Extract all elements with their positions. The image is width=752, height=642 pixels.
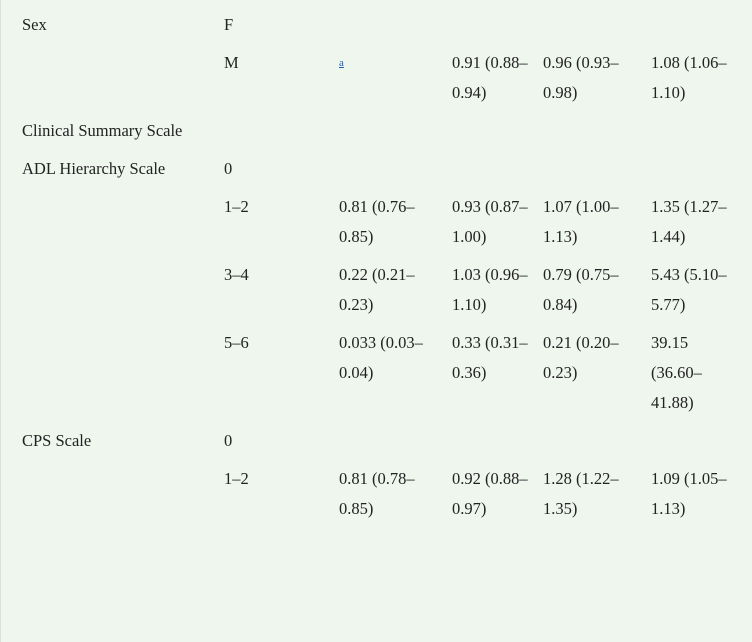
table-cell <box>445 150 536 188</box>
table-cell: 0.22 (0.21–0.23) <box>339 265 415 314</box>
table-cell: 0.81 (0.76–0.85) <box>339 197 415 246</box>
table-cell: 1.35 (1.27–1.44) <box>651 197 727 246</box>
table-row: CPS Scale 0 <box>15 422 747 460</box>
table-row: Clinical Summary Scale <box>15 112 747 150</box>
table-row: ADL Hierarchy Scale 0 <box>15 150 747 188</box>
table-cell: 0.96 (0.93–0.98) <box>543 53 619 102</box>
table-cell <box>644 150 747 188</box>
table-cell: 0 <box>224 431 233 450</box>
table-cell <box>644 422 747 460</box>
table-cell <box>644 112 747 150</box>
table-cell <box>15 188 217 256</box>
table-cell <box>536 150 644 188</box>
table-cell: Sex <box>22 15 47 34</box>
table-row: 1–2 0.81 (0.78–0.85) 0.92 (0.88–0.97) 1.28 … <box>15 460 747 528</box>
table-cell: 0.92 (0.88–0.97) <box>452 469 528 518</box>
table-cell <box>15 256 217 324</box>
table-cell <box>217 112 332 150</box>
table-cell <box>536 422 644 460</box>
table-cell: 0.21 (0.20–0.23) <box>543 333 619 382</box>
table-cell <box>15 460 217 528</box>
table-cell: 39.15 (36.60–41.88) <box>651 333 702 412</box>
table-cell: CPS Scale <box>22 431 92 450</box>
footnote-link[interactable]: a <box>339 57 344 69</box>
table-cell <box>332 6 445 44</box>
table-cell: 1.28 (1.22–1.35) <box>543 469 619 518</box>
table-cell: 0.91 (0.88–0.94) <box>452 53 528 102</box>
table-cell: 1.07 (1.00–1.13) <box>543 197 619 246</box>
table-cell: 1.08 (1.06–1.10) <box>651 53 727 102</box>
table-cell <box>644 6 747 44</box>
table-row: 1–2 0.81 (0.76–0.85) 0.93 (0.87–1.00) 1.07 … <box>15 188 747 256</box>
table-cell: 0.33 (0.31–0.36) <box>452 333 528 382</box>
table-row: 5–6 0.033 (0.03–0.04) 0.33 (0.31–0.36) 0.21… <box>15 324 747 422</box>
table-cell: F <box>224 15 234 34</box>
table-cell: ADL Hierarchy Scale <box>22 159 166 178</box>
table-cell <box>332 112 445 150</box>
table-cell: 5–6 <box>224 333 249 352</box>
table-cell <box>332 150 445 188</box>
table-cell <box>445 422 536 460</box>
table-cell: 0.93 (0.87–1.00) <box>452 197 528 246</box>
table-cell: 1.03 (0.96–1.10) <box>452 265 528 314</box>
table-cell: 0.81 (0.78–0.85) <box>339 469 415 518</box>
table-cell: 1.09 (1.05–1.13) <box>651 469 727 518</box>
table-cell <box>536 112 644 150</box>
table-cell: 3–4 <box>224 265 249 284</box>
table-cell: 5.43 (5.10–5.77) <box>651 265 727 314</box>
table-cell: 0 <box>224 159 233 178</box>
table-cell <box>445 112 536 150</box>
table-cell: M <box>224 53 239 72</box>
table-cell: Clinical Summary Scale <box>22 121 183 140</box>
table-cell <box>536 6 644 44</box>
table-cell <box>445 6 536 44</box>
table-cell: 1–2 <box>224 197 249 216</box>
table-cell: 1–2 <box>224 469 249 488</box>
table-cell: 0.033 (0.03–0.04) <box>339 333 423 382</box>
table-cell <box>332 422 445 460</box>
table-cell <box>15 324 217 422</box>
table-cell: 0.79 (0.75–0.84) <box>543 265 619 314</box>
table-cell <box>15 44 217 112</box>
table-cell: a <box>332 44 445 112</box>
table-row: Sex F <box>15 6 747 44</box>
table-row: 3–4 0.22 (0.21–0.23) 1.03 (0.96–1.10) 0.79 … <box>15 256 747 324</box>
